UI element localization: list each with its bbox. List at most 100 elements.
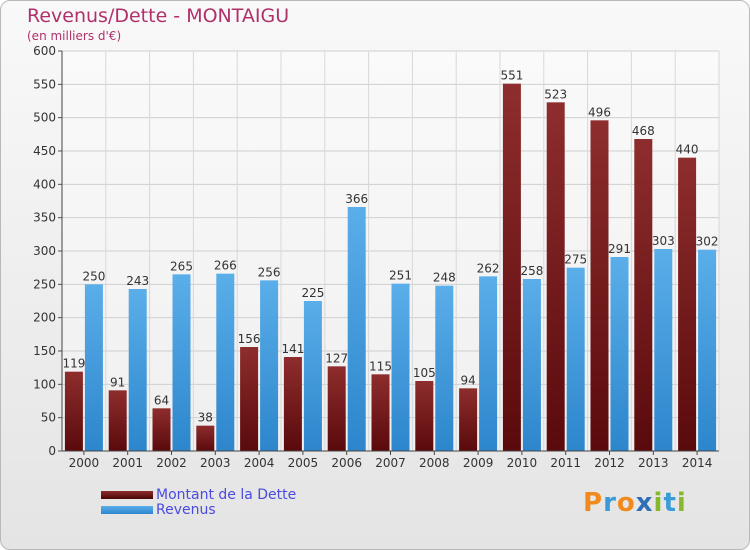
bar-revenus [128,289,147,451]
x-tick-label: 2011 [550,456,581,470]
chart-subtitle: (en milliers d'€) [27,29,122,43]
bar-dette [152,408,171,451]
data-label-revenus: 275 [564,253,587,267]
bar-revenus [260,280,279,451]
data-label-dette: 64 [154,393,169,407]
bar-dette [415,381,434,451]
data-label-dette: 38 [198,411,213,425]
x-tick-label: 2009 [463,456,494,470]
y-tick-label: 350 [33,211,56,225]
data-label-revenus: 291 [608,242,631,256]
y-tick-label: 200 [33,311,56,325]
logo-letter: P [583,488,604,518]
bar-revenus [522,279,541,451]
x-tick-label: 2004 [244,456,275,470]
bar-revenus [216,273,235,451]
data-label-revenus: 225 [301,286,324,300]
data-label-revenus: 302 [696,235,719,249]
x-tick-label: 2014 [682,456,713,470]
bar-revenus [566,267,585,451]
y-tick-label: 150 [33,344,56,358]
bar-dette [590,120,609,451]
y-tick-label: 500 [33,111,56,125]
data-label-revenus: 303 [652,234,675,248]
y-tick-label: 600 [33,44,56,58]
bar-dette [240,347,259,451]
logo-letter: t [663,488,677,518]
x-tick-label: 2000 [69,456,100,470]
data-label-dette: 94 [460,373,475,387]
bar-dette [327,366,346,451]
bar-dette [459,388,478,451]
y-tick-label: 250 [33,277,56,291]
y-tick-label: 50 [41,411,56,425]
data-label-dette: 91 [110,375,125,389]
logo-letter: x [635,488,654,518]
x-tick-label: 2005 [288,456,319,470]
data-label-revenus: 243 [126,274,149,288]
bar-dette [371,374,390,451]
data-label-revenus: 366 [345,192,368,206]
bar-revenus [172,274,191,451]
data-label-dette: 127 [325,351,348,365]
data-label-revenus: 251 [389,269,412,283]
legend-swatch-dette [101,491,153,499]
bar-revenus [347,207,366,451]
logo-letter: i [653,488,664,518]
data-label-dette: 156 [238,332,261,346]
proxiti-logo: Proxiti [583,488,687,518]
bar-dette [634,139,653,451]
y-tick-label: 100 [33,377,56,391]
x-tick-label: 2008 [419,456,450,470]
legend-label-revenus: Revenus [156,502,216,518]
bar-revenus [435,285,454,451]
legend-label-dette: Montant de la Dette [156,487,297,503]
y-tick-label: 300 [33,244,56,258]
logo-letter: r [603,488,617,518]
legend-item-revenus: Revenus [101,502,216,518]
y-tick-label: 400 [33,177,56,191]
data-label-dette: 496 [588,105,611,119]
bar-dette [546,102,565,451]
data-label-dette: 468 [632,124,655,138]
data-label-revenus: 258 [520,264,543,278]
data-label-revenus: 250 [82,269,105,283]
bar-revenus [479,276,498,451]
bar-dette [283,357,302,451]
data-label-revenus: 266 [214,259,237,273]
data-label-dette: 141 [281,342,304,356]
legend-item-dette: Montant de la Dette [101,487,296,503]
bar-dette [64,371,83,451]
bar-dette [108,390,127,451]
x-tick-label: 2006 [331,456,362,470]
data-label-dette: 551 [500,69,523,83]
data-label-revenus: 265 [170,259,193,273]
bar-dette [196,425,215,451]
x-tick-label: 2010 [507,456,538,470]
x-tick-label: 2013 [638,456,669,470]
bar-revenus [610,257,629,451]
x-tick-label: 2003 [200,456,231,470]
bar-dette [502,83,521,452]
data-label-dette: 523 [544,87,567,101]
x-tick-label: 2007 [375,456,406,470]
logo-letter: i [676,488,687,518]
data-label-dette: 119 [62,357,85,371]
x-tick-label: 2001 [112,456,143,470]
bar-revenus [84,284,103,451]
data-label-revenus: 248 [433,271,456,285]
data-label-dette: 105 [413,366,436,380]
data-label-revenus: 256 [258,265,281,279]
data-label-dette: 440 [676,143,699,157]
bar-revenus [391,283,410,451]
legend-swatch-revenus [101,506,153,514]
chart-title: Revenus/Dette - MONTAIGU [27,5,290,27]
y-tick-label: 0 [48,444,56,458]
y-tick-label: 450 [33,144,56,158]
bar-revenus [303,301,322,451]
data-label-revenus: 262 [477,261,500,275]
y-tick-label: 550 [33,77,56,91]
data-label-dette: 115 [369,359,392,373]
